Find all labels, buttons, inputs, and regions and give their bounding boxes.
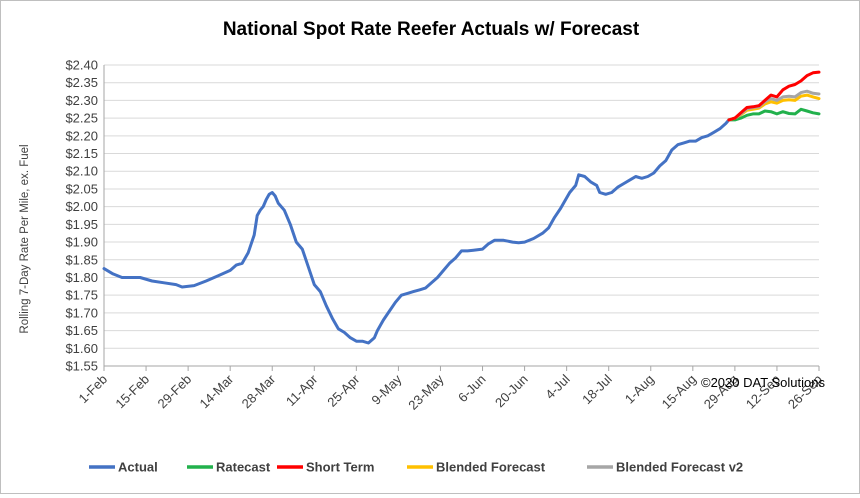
y-tick-label: $1.90	[65, 235, 98, 250]
x-tick-label: 18-Jul	[579, 371, 615, 407]
legend-label: Ratecast	[216, 460, 271, 475]
y-tick-label: $2.20	[65, 128, 98, 143]
series-line-short-term	[727, 70, 821, 122]
y-tick-label: $2.05	[65, 181, 98, 196]
y-tick-label: $1.75	[65, 288, 98, 303]
y-tick-label: $2.25	[65, 111, 98, 126]
x-tick-label: 20-Jun	[492, 372, 531, 411]
x-tick-label: 15-Aug	[659, 372, 699, 412]
y-tick-label: $2.15	[65, 146, 98, 161]
x-tick-label: 28-Mar	[239, 371, 279, 411]
series-line-actual	[102, 118, 731, 345]
y-tick-label: $2.10	[65, 164, 98, 179]
legend-label: Short Term	[306, 460, 374, 475]
x-tick-label: 6-Jun	[455, 372, 489, 406]
legend-item-actual: Actual	[89, 460, 158, 475]
x-tick-label: 1-Aug	[622, 372, 657, 407]
y-tick-label: $2.35	[65, 75, 98, 90]
legend-item-blended-forecast: Blended Forecast	[407, 460, 546, 475]
x-tick-label: 15-Feb	[112, 372, 152, 412]
legend-label: Actual	[118, 460, 158, 475]
x-tick-label: 9-May	[368, 371, 404, 407]
x-tick-label: 29-Feb	[154, 372, 194, 412]
x-tick-label: 1-Feb	[75, 372, 110, 407]
x-tick-label: 4-Jul	[542, 371, 573, 402]
legend-item-blended-forecast-v2: Blended Forecast v2	[587, 460, 743, 475]
y-tick-label: $1.85	[65, 252, 98, 267]
y-tick-label: $2.00	[65, 199, 98, 214]
y-tick-label: $1.70	[65, 305, 98, 320]
y-tick-label: $1.80	[65, 270, 98, 285]
legend: Actual Ratecast Short Term Blended Forecast…	[89, 460, 743, 475]
y-tick-label: $2.40	[65, 58, 98, 73]
gridlines	[103, 64, 819, 367]
y-tick-label: $1.95	[65, 217, 98, 232]
series-lines	[102, 70, 821, 345]
y-axis-ticks: $1.55 $1.60 $1.65 $1.70 $1.75 $1.80 $1.85 $1.90…	[65, 58, 98, 374]
x-tick-label: 23-May	[405, 371, 447, 413]
legend-item-short-term: Short Term	[277, 460, 374, 475]
x-tick-label: 25-Apr	[324, 371, 363, 410]
y-tick-label: $2.30	[65, 93, 98, 108]
x-tick-label: 11-Apr	[283, 371, 321, 409]
x-tick-label: 14-Mar	[197, 371, 237, 411]
y-axis-label: Rolling 7-Day Rate Per Mile, ex. Fuel	[19, 144, 31, 333]
chart-title: National Spot Rate Reefer Actuals w/ For…	[223, 19, 640, 40]
copyright-annotation: ©2020 DAT Solutions	[701, 375, 826, 390]
y-tick-label: $1.55	[65, 359, 98, 374]
legend-item-ratecast: Ratecast	[187, 460, 271, 475]
legend-label: Blended Forecast v2	[616, 460, 743, 475]
y-tick-label: $1.65	[65, 323, 98, 338]
y-tick-label: $1.60	[65, 341, 98, 356]
legend-label: Blended Forecast	[436, 460, 546, 475]
series-line-ratecast	[727, 107, 821, 122]
